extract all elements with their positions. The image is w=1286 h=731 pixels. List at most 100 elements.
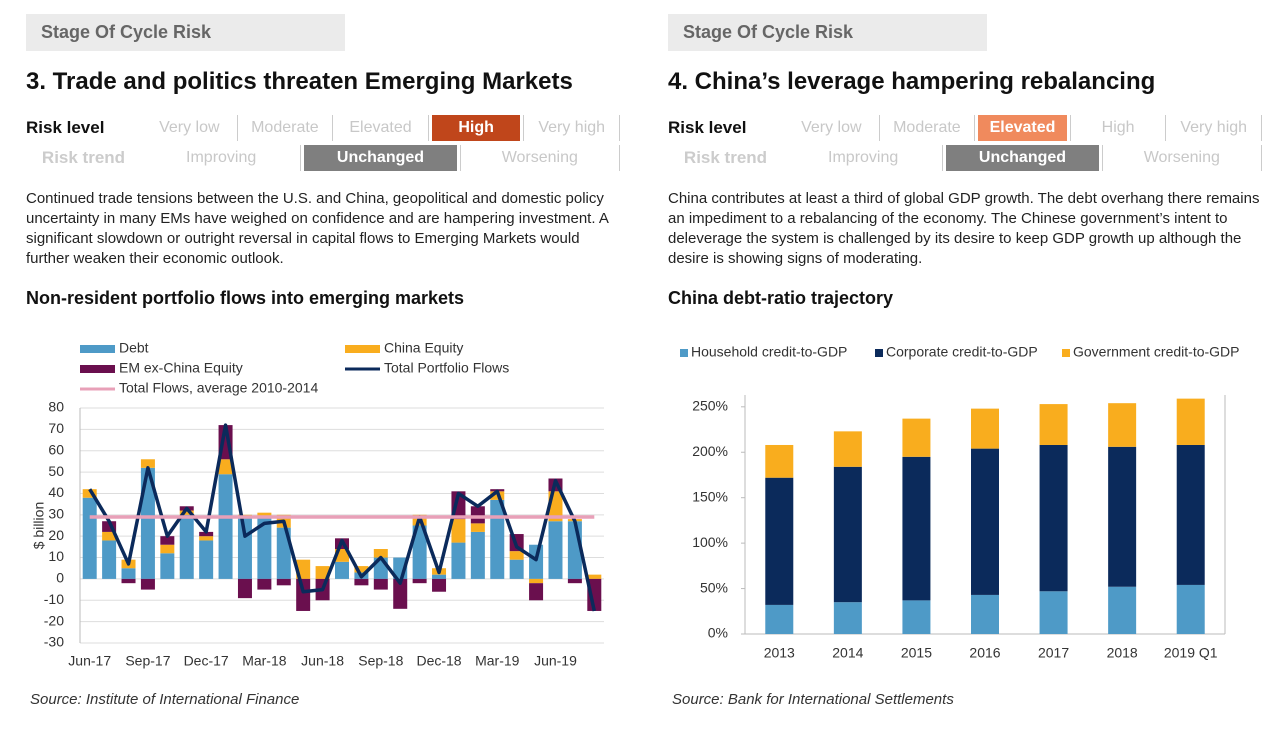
bar-segment: [765, 477, 794, 605]
risk-option: Moderate: [238, 115, 334, 141]
section-tag: Stage Of Cycle Risk: [26, 14, 345, 51]
risk-option: Elevated: [333, 115, 429, 141]
body-text: Continued trade tensions between the U.S…: [26, 190, 609, 267]
risk-option-text: Unchanged: [304, 145, 457, 171]
x-tick-label: Mar-19: [475, 653, 520, 669]
bar-segment: [140, 578, 155, 590]
bar-segment: [1176, 444, 1205, 585]
risk-option-text: Unchanged: [946, 145, 1099, 171]
source: Source: Bank for International Settlemen…: [672, 691, 954, 708]
bar-segment: [1108, 446, 1137, 587]
risk-option-text: Elevated: [349, 119, 412, 136]
y-axis-label: $ billion: [31, 502, 47, 549]
x-tick-label: Sep-17: [125, 653, 170, 669]
bar-segment: [140, 467, 155, 579]
x-tick-label: 2018: [1107, 645, 1138, 661]
y-tick-label: -30: [44, 634, 64, 650]
x-tick-label: Jun-17: [68, 653, 111, 669]
bar-segment: [179, 514, 194, 579]
bar-segment: [199, 540, 214, 579]
risk-row-label: Risk level: [26, 118, 105, 137]
legend-swatch: [680, 349, 688, 357]
risk-option-text: Very low: [159, 119, 220, 136]
bar-segment: [179, 510, 194, 515]
y-tick-label: 60: [48, 441, 64, 457]
legend-label: Corporate credit-to-GDP: [886, 344, 1038, 360]
risk-option: High: [1071, 115, 1167, 141]
risk-option-text: Worsening: [501, 149, 578, 166]
section-title: 3. Trade and politics threaten Emerging …: [26, 68, 573, 95]
risk-option-text: Very low: [801, 119, 862, 136]
y-tick-label: 0: [56, 570, 64, 586]
bar-segment: [102, 531, 117, 541]
legend-label: Household credit-to-GDP: [691, 344, 847, 360]
bar-segment: [509, 559, 524, 579]
legend-label: Total Flows, average 2010-2014: [119, 380, 318, 396]
bar-segment: [102, 540, 117, 579]
y-tick-label: 100%: [692, 534, 728, 550]
bar-segment: [1176, 398, 1205, 445]
bar-segment: [160, 536, 175, 545]
x-tick-label: Sep-18: [358, 653, 403, 669]
y-tick-label: -10: [44, 591, 64, 607]
bar-segment: [971, 594, 999, 634]
x-tick-label: Mar-18: [242, 653, 287, 669]
y-tick-label: -20: [44, 612, 64, 628]
bar-segment: [509, 551, 524, 560]
risk-option: Very high: [1166, 115, 1262, 141]
x-tick-label: 2013: [764, 645, 795, 661]
risk-option: Moderate: [880, 115, 976, 141]
y-tick-label: 0%: [708, 625, 728, 641]
risk-option-text: Very high: [1180, 119, 1248, 136]
y-tick-label: 40: [48, 484, 64, 500]
section-tag: Stage Of Cycle Risk: [668, 14, 987, 51]
bar-segment: [902, 600, 931, 634]
bar-segment: [470, 531, 485, 579]
x-tick-label: 2016: [969, 645, 1000, 661]
bar-segment: [237, 578, 252, 599]
risk-option-text: Very high: [538, 119, 606, 136]
bar-segment: [257, 578, 272, 590]
bar-segment: [490, 499, 505, 579]
bar-segment: [1108, 403, 1137, 447]
bar-segment: [82, 489, 97, 498]
bar-segment: [1039, 444, 1068, 592]
line-series: [88, 423, 597, 612]
risk-option: Very low: [142, 115, 238, 141]
x-tick-label: 2014: [832, 645, 863, 661]
bar-segment: [529, 583, 544, 601]
bar-segment: [432, 578, 447, 592]
bar-segment: [548, 521, 563, 579]
risk-option-text: High: [1101, 119, 1135, 136]
bar-segment: [833, 466, 862, 603]
bar-segment: [140, 459, 155, 468]
risk-option: Elevated: [975, 115, 1071, 141]
legend-swatch: [345, 345, 380, 353]
legend-label: Debt: [119, 340, 149, 356]
bar-segment: [971, 448, 999, 595]
risk-row-label: Risk trend: [41, 148, 126, 167]
risk-option-text: Moderate: [251, 119, 319, 136]
risk-option: Very high: [524, 115, 620, 141]
bar-segment: [470, 523, 485, 532]
risk-option-text: Improving: [186, 149, 257, 166]
bar-segment: [833, 431, 862, 467]
y-tick-label: 250%: [692, 398, 728, 414]
risk-option-text: Elevated: [978, 115, 1067, 141]
bar-segment: [373, 549, 388, 558]
bar-segment: [902, 418, 931, 457]
risk-row-label: Risk trend: [683, 148, 768, 167]
bar-segment: [102, 521, 117, 532]
section-title: 4. China’s leverage hampering rebalancin…: [668, 68, 1156, 95]
bar-segment: [833, 602, 862, 634]
legend-label: Total Portfolio Flows: [384, 360, 509, 376]
legend-label: Government credit-to-GDP: [1073, 344, 1240, 360]
y-tick-label: 200%: [692, 443, 728, 459]
x-tick-label: Dec-18: [416, 653, 461, 669]
risk-option: Worsening: [461, 145, 620, 171]
bar-segment: [276, 578, 291, 586]
bar-segment: [529, 578, 544, 584]
source: Source: Institute of International Finan…: [30, 691, 300, 708]
x-tick-label: 2017: [1038, 645, 1069, 661]
